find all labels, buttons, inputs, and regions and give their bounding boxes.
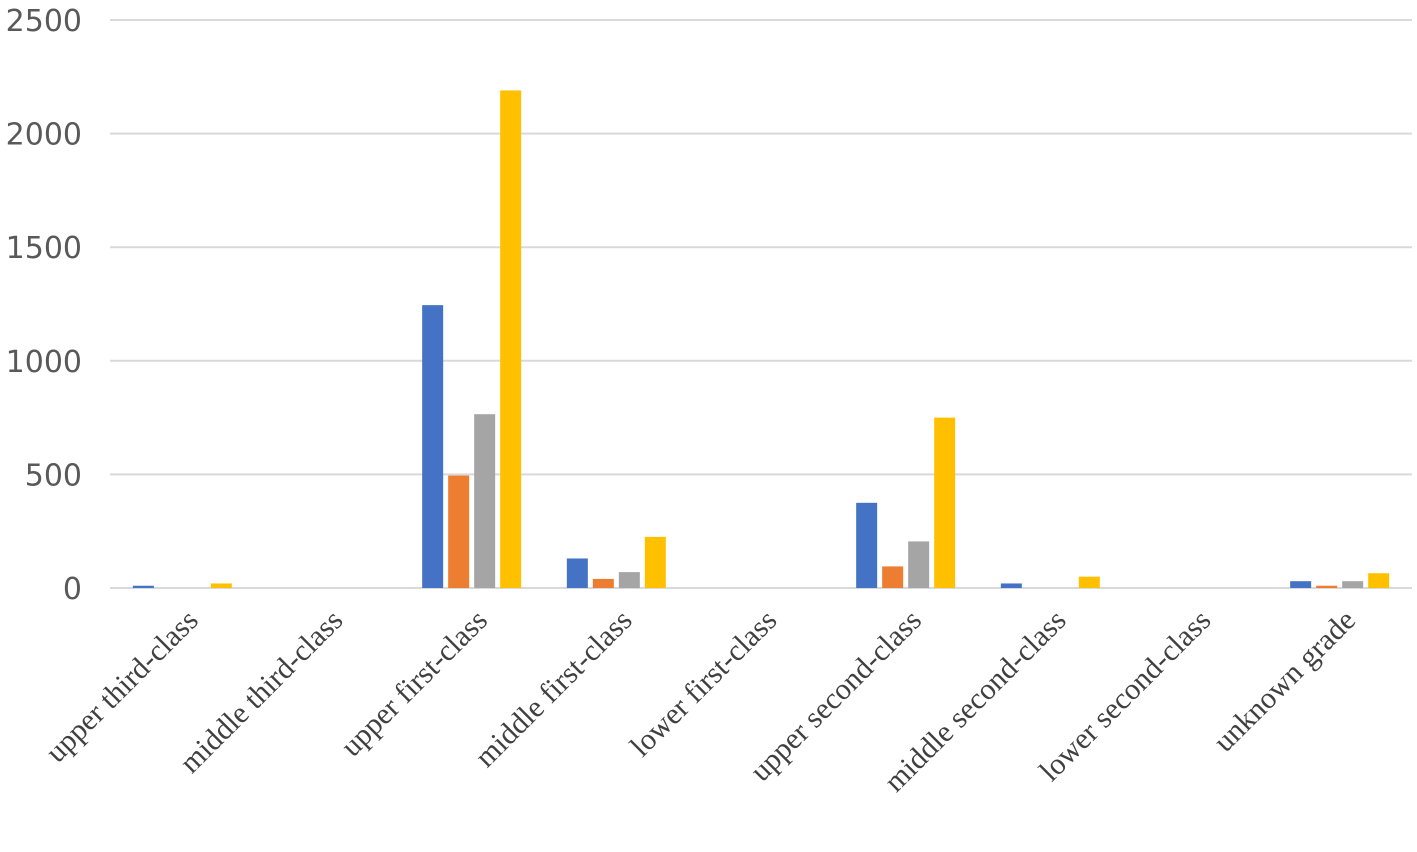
- bar-0-series-3: [210, 583, 232, 588]
- bar-2-series-2: [474, 414, 496, 588]
- x-tick-label: middle first-class: [469, 604, 639, 774]
- x-tick-label: upper first-class: [335, 604, 494, 763]
- y-tick-label: 2500: [6, 4, 82, 39]
- bar-3-series-2: [618, 572, 640, 588]
- x-tick-label: lower first-class: [624, 604, 783, 763]
- bar-5-series-2: [908, 541, 930, 588]
- bar-8-series-0: [1290, 581, 1312, 588]
- y-tick-label: 2000: [6, 118, 82, 153]
- bar-8-series-1: [1316, 585, 1338, 588]
- y-axis-tick-labels: 0 500 1000 1500 2000 2500: [6, 4, 82, 607]
- y-tick-label: 1000: [6, 345, 82, 380]
- bar-3-series-3: [644, 536, 666, 588]
- bar-8-series-3: [1368, 573, 1390, 588]
- x-tick-label: unknown grade: [1207, 604, 1362, 759]
- bar-0-series-0: [132, 585, 154, 588]
- bars: [132, 90, 1390, 588]
- bar-3-series-0: [566, 558, 588, 588]
- bar-2-series-3: [500, 90, 522, 588]
- y-tick-label: 500: [25, 458, 82, 493]
- bar-6-series-0: [1000, 583, 1022, 588]
- x-tick-label: upper third-class: [39, 604, 204, 769]
- bar-6-series-3: [1078, 576, 1100, 588]
- bar-5-series-0: [856, 502, 878, 588]
- gridlines: [110, 19, 1412, 589]
- bar-8-series-2: [1342, 581, 1364, 588]
- y-tick-label: 1500: [6, 231, 82, 266]
- y-tick-label: 0: [63, 572, 82, 607]
- bar-5-series-1: [882, 566, 904, 588]
- bar-2-series-1: [448, 475, 470, 588]
- bar-5-series-3: [934, 417, 956, 588]
- bar-2-series-0: [422, 305, 444, 588]
- bar-3-series-1: [592, 578, 614, 588]
